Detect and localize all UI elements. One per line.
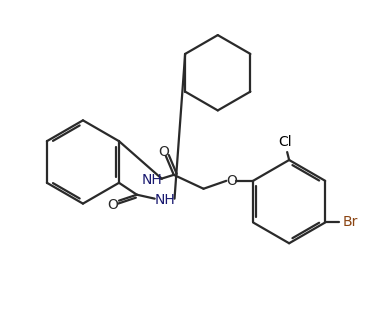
- Text: Br: Br: [343, 215, 358, 229]
- Text: O: O: [159, 145, 169, 159]
- Text: O: O: [226, 174, 237, 188]
- Text: NH: NH: [142, 173, 162, 187]
- Text: Cl: Cl: [278, 135, 292, 149]
- Text: NH: NH: [154, 193, 175, 207]
- Text: O: O: [108, 198, 118, 212]
